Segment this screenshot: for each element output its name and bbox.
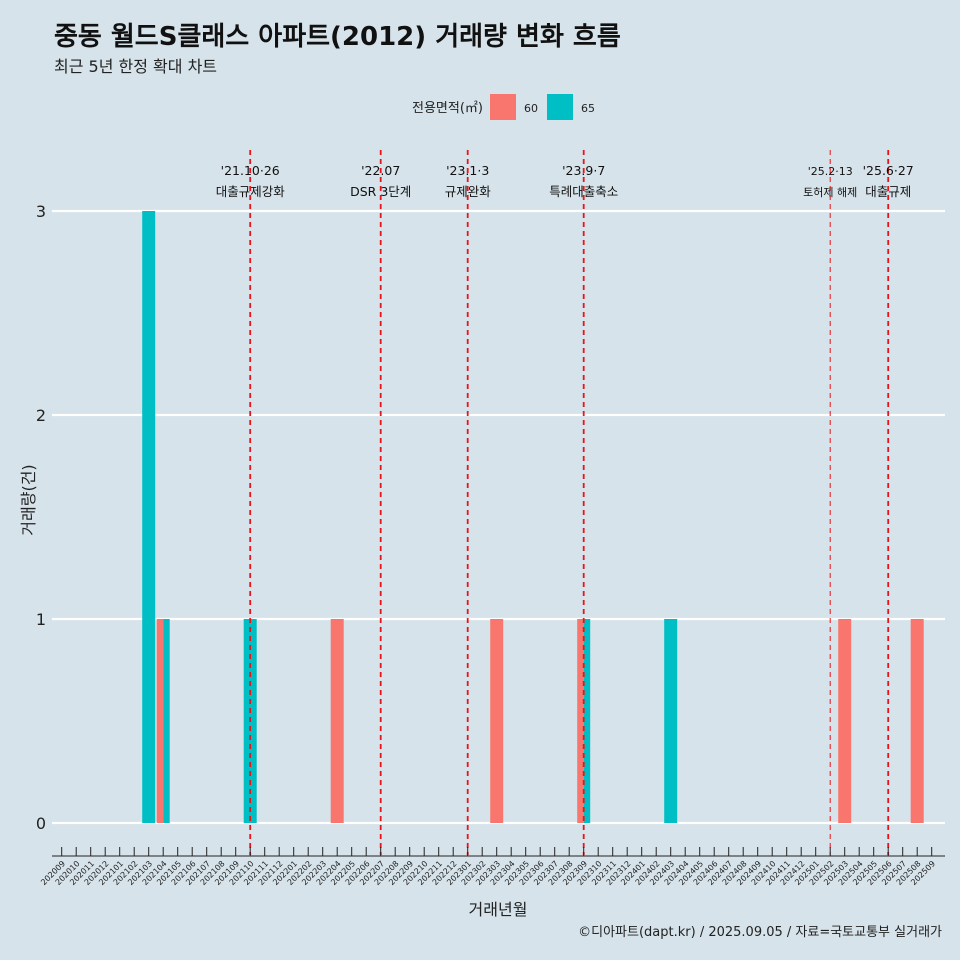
y-tick-label: 0 [36, 814, 46, 833]
annotation-label-202207: DSR 3단계 [350, 184, 411, 199]
page-title: 중동 월드S클래스 아파트(2012) 거래량 변화 흐름 [54, 22, 621, 52]
legend-label-65: 65 [581, 102, 595, 115]
source-caption: ©디아파트(dapt.kr) / 2025.09.05 / 자료=국토교통부 실… [578, 925, 942, 940]
annotation-date-202309: '23.9·7 [562, 163, 605, 178]
legend-swatch-65 [547, 94, 573, 120]
annotation-date-202502: '25.2·13 [808, 165, 853, 178]
y-axis-title: 거래량(건) [19, 464, 38, 535]
legend: 전용면적(㎡) 60 65 [412, 94, 595, 120]
bars [142, 211, 924, 823]
x-axis: 2020092020102020112020122021012021022021… [39, 847, 945, 887]
annotation-date-202506: '25.6·27 [863, 163, 914, 178]
legend-label-60: 60 [524, 102, 538, 115]
legend-title: 전용면적(㎡) [412, 101, 483, 116]
bar-60-202503 [838, 619, 852, 823]
page-subtitle: 최근 5년 한정 확대 차트 [54, 57, 218, 76]
annotation-label-202506: 대출규제 [865, 184, 911, 199]
bar-60-202104 [156, 619, 164, 823]
bar-60-202204 [330, 619, 344, 823]
y-tick-label: 3 [36, 202, 46, 221]
annotation-date-202207: '22.07 [361, 163, 400, 178]
annotation-date-202301: '23.1·3 [446, 163, 489, 178]
bar-65-202104 [163, 619, 170, 823]
annotation-label-202301: 규제완화 [445, 184, 492, 199]
annotation-label-202110: 대출규제강화 [216, 184, 286, 199]
annotations: '21.10·26 대출규제강화 '22.07 DSR 3단계 '23.1·3 규제완화 '… [216, 150, 914, 855]
y-tick-label: 1 [36, 610, 46, 629]
bar-60-202303 [490, 619, 504, 823]
bar-60-202309 [577, 619, 584, 823]
axis-labels: 거래년월 거래량(건) [19, 464, 527, 919]
bar-65-202103 [142, 211, 156, 823]
bar-65-202403 [664, 619, 678, 823]
bar-65-202309 [583, 619, 591, 823]
bar-60-202508 [910, 619, 924, 823]
annotation-label-202309: 특례대출축소 [549, 184, 618, 199]
annotation-label-202502: 토허제 해제 [803, 185, 857, 199]
x-axis-title: 거래년월 [469, 900, 528, 919]
annotation-date-202110: '21.10·26 [221, 163, 280, 178]
y-tick-label: 2 [36, 406, 46, 425]
legend-swatch-60 [490, 94, 516, 120]
